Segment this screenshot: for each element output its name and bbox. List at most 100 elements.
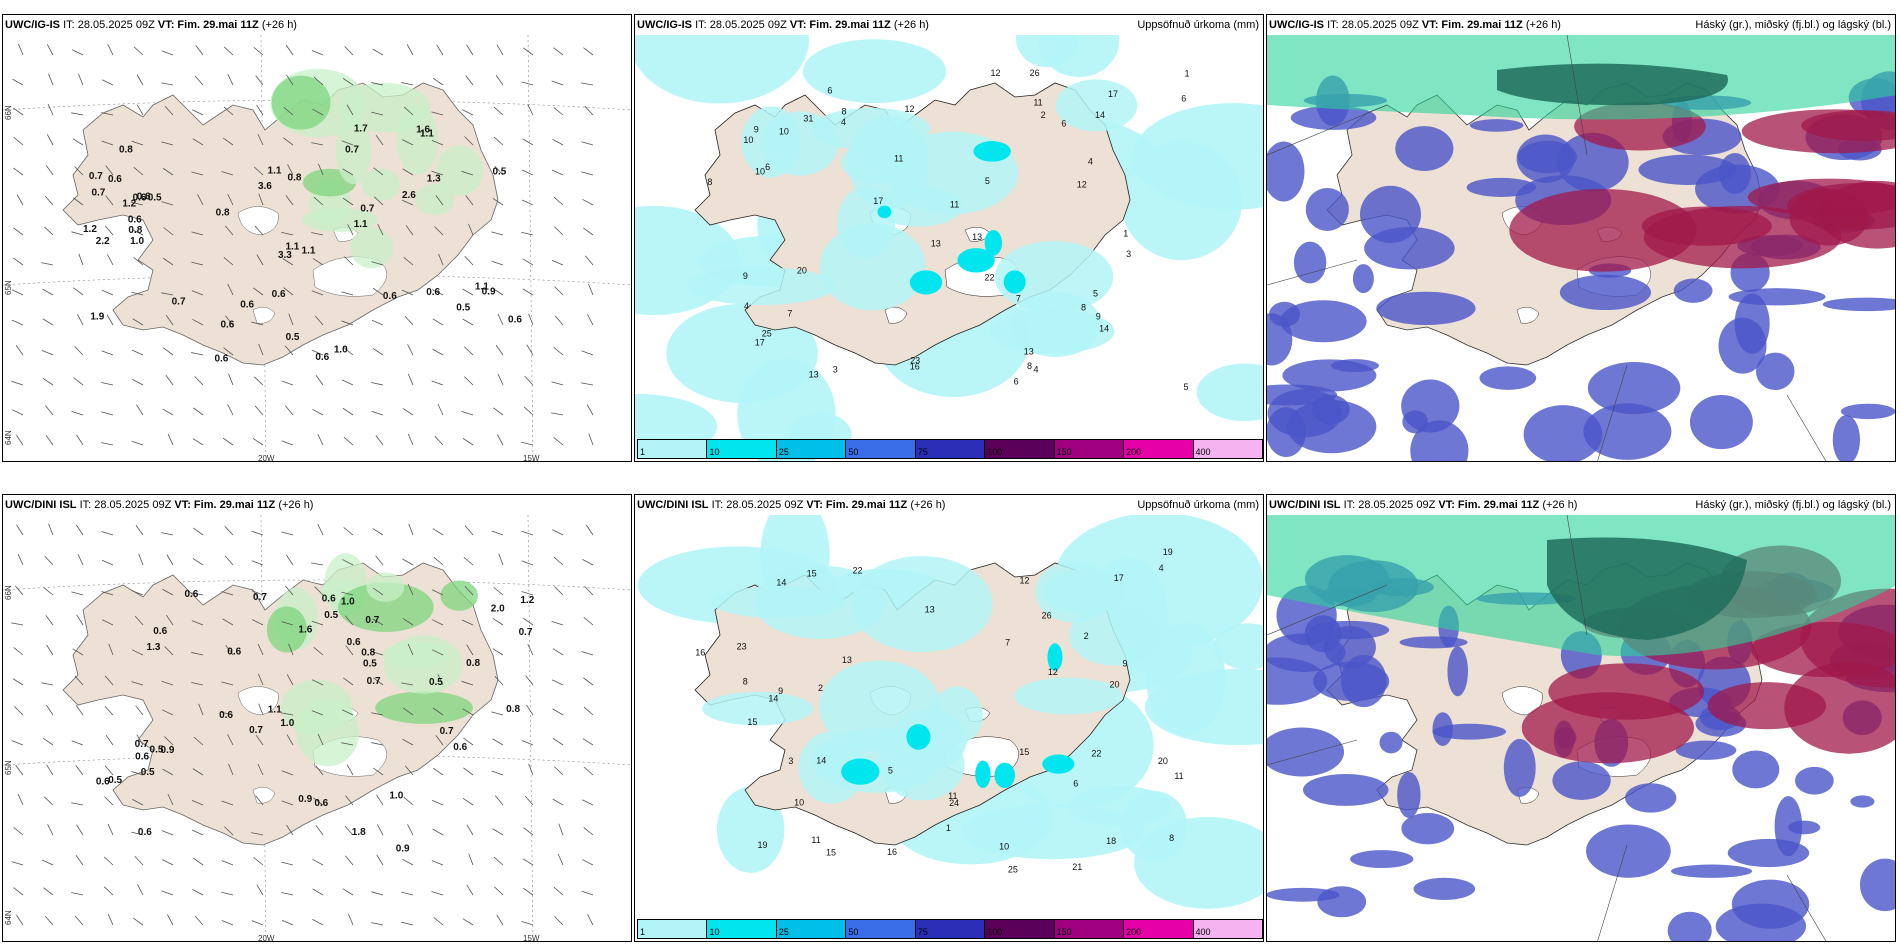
wind-barb [191, 620, 204, 626]
wind-barb [108, 643, 114, 656]
value-labels: 0.51.00.71.70.70.60.70.60.70.60.61.10.61… [83, 123, 522, 364]
wind-barb [221, 681, 234, 686]
wind-barb [165, 375, 174, 386]
wind-barb [432, 528, 444, 536]
wind-barb [71, 591, 84, 596]
wind-barb [101, 442, 114, 446]
cloud-area [1587, 362, 1681, 415]
cloud-area [1832, 415, 1861, 461]
wind-barb [107, 44, 114, 56]
wind-barb [166, 554, 174, 566]
precip-value: 6 [827, 85, 832, 95]
cloud-area [1350, 850, 1414, 869]
wind-barb [101, 591, 114, 596]
wind-barb [552, 738, 564, 746]
wind-barb [77, 314, 84, 326]
wind-barb [375, 555, 384, 566]
precip-value: 0.7 [253, 592, 267, 603]
wind-barb [372, 48, 384, 56]
wind-barb [522, 617, 534, 626]
wind-barb [586, 404, 594, 416]
wind-barb [491, 260, 504, 266]
wind-barb [401, 199, 414, 206]
cloud-area [1732, 750, 1780, 789]
wind-barb [401, 921, 414, 926]
panel-dini-isl-wind: UWC/DINI ISL IT: 28.05.2025 09Z VT: Fim.… [2, 494, 632, 942]
legend-label: 400 [1195, 927, 1211, 937]
wind-barb [136, 74, 144, 86]
wind-barb [581, 382, 594, 386]
wind-barb [281, 919, 294, 926]
wind-barb [162, 257, 174, 266]
precip-value: 10 [999, 842, 1009, 852]
wind-barb [41, 349, 54, 356]
precip-area [362, 168, 401, 201]
panel-ig-is-wind: UWC/IG-IS IT: 28.05.2025 09Z VT: Fim. 29… [2, 14, 632, 462]
precip-value: 11 [811, 835, 820, 845]
precip-value: 0.5 [456, 302, 470, 313]
cloud-area [1523, 405, 1603, 461]
wind-barb [227, 194, 234, 206]
wind-barb [107, 823, 114, 836]
wind-barb [286, 824, 294, 836]
wind-barb [342, 709, 354, 716]
wind-barb [585, 255, 594, 266]
precip-value: 13 [925, 605, 935, 615]
wind-barb [44, 915, 54, 926]
wind-barb [346, 764, 354, 776]
wind-barb [525, 675, 534, 686]
wind-barb [312, 858, 324, 866]
cloud-area [1290, 105, 1377, 130]
precip-value: 3 [788, 756, 793, 766]
legend-swatch: 150 [1054, 440, 1125, 458]
wind-barb [463, 556, 474, 566]
wind-barb [13, 227, 24, 236]
wind-barb [105, 195, 114, 206]
wind-barb [164, 646, 174, 656]
wind-barb [402, 558, 414, 566]
wind-barb [193, 736, 204, 746]
wind-barb [407, 643, 414, 656]
wind-barb [73, 377, 84, 386]
precip-value: 0.9 [298, 794, 312, 805]
wind-barb [221, 891, 234, 896]
wind-barb [78, 253, 84, 266]
wind-barb [582, 738, 594, 746]
wind-barb [221, 171, 234, 176]
wind-barb [13, 107, 24, 116]
wind-barb [131, 201, 144, 206]
wind-barb [402, 858, 414, 866]
wind-barb [161, 141, 174, 146]
precip-area [802, 39, 947, 104]
wind-barb [371, 891, 384, 896]
wind-barb [554, 315, 564, 326]
wind-barb [254, 405, 264, 416]
glacier [884, 306, 908, 324]
precip-area [296, 698, 360, 767]
precip-value: 0.7 [345, 144, 359, 155]
wind-barb [221, 591, 234, 596]
wind-barb [192, 558, 204, 566]
precip-value: 0.6 [96, 777, 110, 788]
wind-barb [42, 288, 54, 296]
wind-barb [461, 619, 474, 626]
wind-barb [431, 111, 444, 116]
wind-barb [281, 800, 294, 806]
cloud-area [1521, 692, 1695, 764]
wind-barb [497, 373, 504, 386]
precip-value: 0.5 [324, 610, 338, 621]
precip-value: 0.6 [453, 742, 467, 753]
cloud-title: Háský (gr.), miðský (fj.bl.) og lágský (… [1695, 499, 1891, 511]
wind-barb [494, 886, 504, 896]
precip-value: 0.6 [153, 626, 167, 637]
precip-value: 6 [1073, 779, 1078, 789]
precip-area [957, 248, 995, 273]
precip-value: 1.0 [130, 236, 144, 247]
panel-dini-isl-cloud: UWC/DINI ISL IT: 28.05.2025 09Z VT: Fim.… [1266, 494, 1896, 942]
wind-barb [191, 231, 204, 236]
wind-barb [192, 138, 204, 146]
precip-area [1014, 677, 1123, 715]
wind-barb [311, 710, 324, 716]
precip-value: 15 [807, 569, 817, 579]
precip-value: 17 [755, 337, 765, 347]
